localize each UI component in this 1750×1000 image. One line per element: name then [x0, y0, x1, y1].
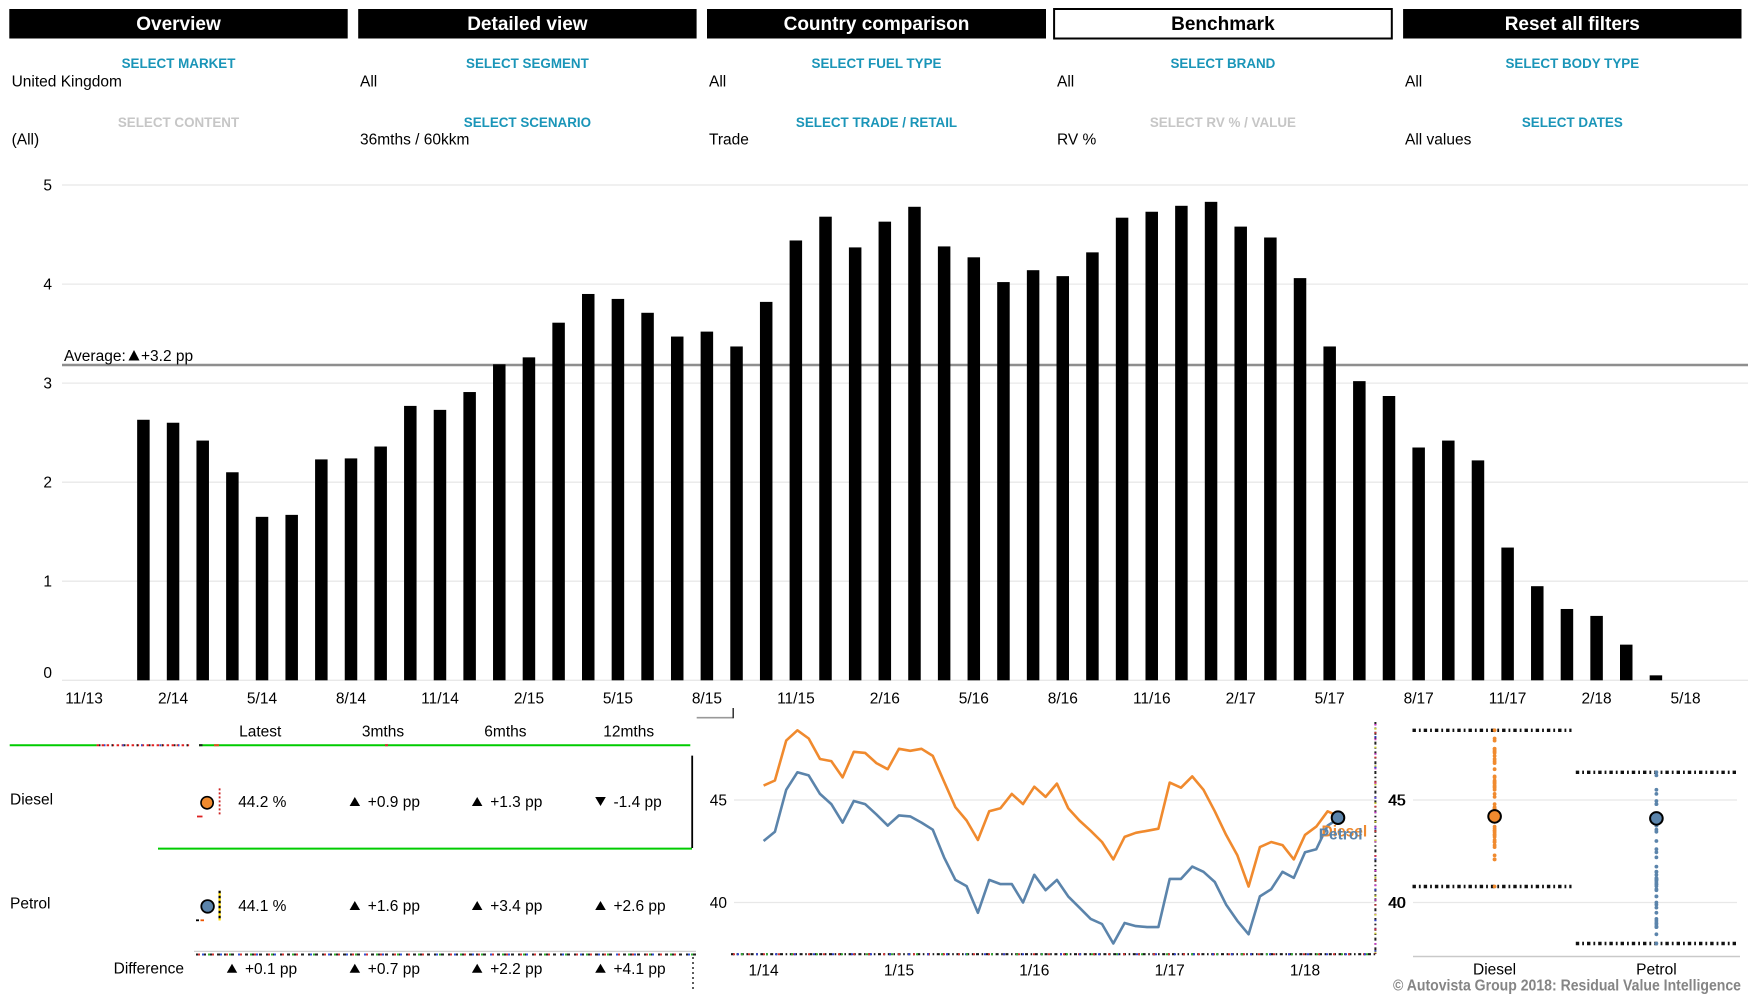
svg-text:-1.4 pp: -1.4 pp	[614, 794, 662, 811]
svg-text:Diesel: Diesel	[10, 791, 53, 808]
svg-text:11/15: 11/15	[777, 691, 815, 708]
svg-text:+1.3 pp: +1.3 pp	[490, 794, 542, 811]
svg-text:+0.9 pp: +0.9 pp	[368, 794, 420, 811]
svg-text:Reset all filters: Reset all filters	[1505, 14, 1640, 35]
svg-text:Average:: Average:	[64, 348, 126, 365]
svg-text:11/14: 11/14	[421, 691, 459, 708]
svg-text:Trade: Trade	[709, 132, 749, 149]
svg-text:40: 40	[1388, 895, 1406, 912]
svg-text:(All): (All)	[12, 132, 40, 149]
svg-text:5/17: 5/17	[1315, 691, 1345, 708]
svg-text:44.2 %: 44.2 %	[238, 794, 286, 811]
svg-text:United Kingdom: United Kingdom	[12, 74, 122, 91]
svg-text:8/15: 8/15	[692, 691, 722, 708]
svg-text:All: All	[1405, 74, 1422, 91]
svg-text:SELECT DATES: SELECT DATES	[1522, 115, 1623, 130]
svg-text:11/13: 11/13	[65, 691, 103, 708]
svg-text:5/14: 5/14	[247, 691, 278, 708]
svg-text:+1.6 pp: +1.6 pp	[368, 898, 420, 915]
svg-text:SELECT CONTENT: SELECT CONTENT	[118, 115, 240, 130]
svg-text:0: 0	[43, 665, 52, 682]
svg-text:3mths: 3mths	[362, 724, 404, 741]
svg-text:40: 40	[710, 895, 728, 912]
svg-text:SELECT RV % / VALUE: SELECT RV % / VALUE	[1150, 115, 1296, 130]
svg-text:45: 45	[1388, 793, 1405, 810]
svg-text:Petrol: Petrol	[10, 895, 51, 912]
svg-text:2/15: 2/15	[514, 691, 544, 708]
svg-text:SELECT MARKET: SELECT MARKET	[122, 56, 237, 71]
svg-text:3: 3	[43, 376, 52, 393]
svg-text:Benchmark: Benchmark	[1171, 14, 1275, 35]
svg-text:RV %: RV %	[1057, 132, 1097, 149]
svg-text:40: 40	[1389, 895, 1407, 912]
svg-text:5: 5	[43, 178, 52, 195]
svg-text:Overview: Overview	[136, 14, 221, 35]
svg-text:44.1 %: 44.1 %	[238, 898, 286, 915]
svg-text:+4.1 pp: +4.1 pp	[614, 961, 666, 978]
svg-text:SELECT BODY TYPE: SELECT BODY TYPE	[1505, 56, 1639, 71]
svg-text:Latest: Latest	[239, 724, 282, 741]
svg-text:All values: All values	[1405, 132, 1472, 149]
svg-text:SELECT SCENARIO: SELECT SCENARIO	[464, 115, 591, 130]
svg-text:8/17: 8/17	[1404, 691, 1434, 708]
svg-text:Diesel: Diesel	[1473, 962, 1516, 979]
svg-text:SELECT BRAND: SELECT BRAND	[1170, 56, 1275, 71]
svg-text:Country comparison: Country comparison	[784, 14, 970, 35]
svg-text:SELECT FUEL TYPE: SELECT FUEL TYPE	[812, 56, 942, 71]
svg-text:Petrol: Petrol	[1636, 962, 1677, 979]
svg-text:6mths: 6mths	[484, 724, 526, 741]
svg-text:1/17: 1/17	[1155, 963, 1185, 980]
svg-text:2/18: 2/18	[1582, 691, 1612, 708]
svg-text:36mths / 60kkm: 36mths / 60kkm	[360, 132, 469, 149]
svg-text:All: All	[709, 74, 726, 91]
svg-text:8/16: 8/16	[1048, 691, 1078, 708]
svg-text:5/18: 5/18	[1671, 691, 1701, 708]
svg-text:2/17: 2/17	[1226, 691, 1256, 708]
svg-text:Petrol: Petrol	[1319, 827, 1363, 844]
svg-text:1/15: 1/15	[884, 963, 914, 980]
svg-text:+2.2 pp: +2.2 pp	[490, 961, 542, 978]
svg-text:All: All	[360, 74, 377, 91]
svg-text:1/18: 1/18	[1290, 963, 1320, 980]
svg-text:+3.2 pp: +3.2 pp	[141, 348, 193, 365]
svg-text:4: 4	[43, 277, 52, 294]
svg-text:Detailed view: Detailed view	[467, 14, 588, 35]
svg-text:12mths: 12mths	[603, 724, 654, 741]
svg-text:1/16: 1/16	[1019, 963, 1049, 980]
svg-text:+0.7 pp: +0.7 pp	[368, 961, 420, 978]
svg-text:Diesel: Diesel	[1322, 824, 1368, 841]
svg-text:All: All	[1057, 74, 1074, 91]
svg-text:8/14: 8/14	[336, 691, 367, 708]
svg-text:11/16: 11/16	[1133, 691, 1171, 708]
svg-text:Difference: Difference	[114, 960, 184, 977]
svg-text:SELECT SEGMENT: SELECT SEGMENT	[466, 56, 590, 71]
svg-text:1/14: 1/14	[749, 963, 780, 980]
svg-text:© Autovista Group 2018: Residu: © Autovista Group 2018: Residual Value I…	[1393, 978, 1741, 995]
svg-text:+0.1 pp: +0.1 pp	[245, 961, 297, 978]
svg-text:5/16: 5/16	[959, 691, 989, 708]
svg-text:11/17: 11/17	[1489, 691, 1527, 708]
svg-text:+2.6 pp: +2.6 pp	[614, 898, 666, 915]
svg-text:2: 2	[43, 475, 52, 492]
svg-text:+3.4 pp: +3.4 pp	[490, 898, 542, 915]
svg-text:5/15: 5/15	[603, 691, 633, 708]
svg-text:1: 1	[43, 574, 52, 591]
svg-text:45: 45	[1389, 793, 1406, 810]
svg-text:SELECT TRADE / RETAIL: SELECT TRADE / RETAIL	[796, 115, 957, 130]
svg-text:2/14: 2/14	[158, 691, 189, 708]
svg-text:2/16: 2/16	[870, 691, 900, 708]
svg-text:45: 45	[710, 793, 727, 810]
